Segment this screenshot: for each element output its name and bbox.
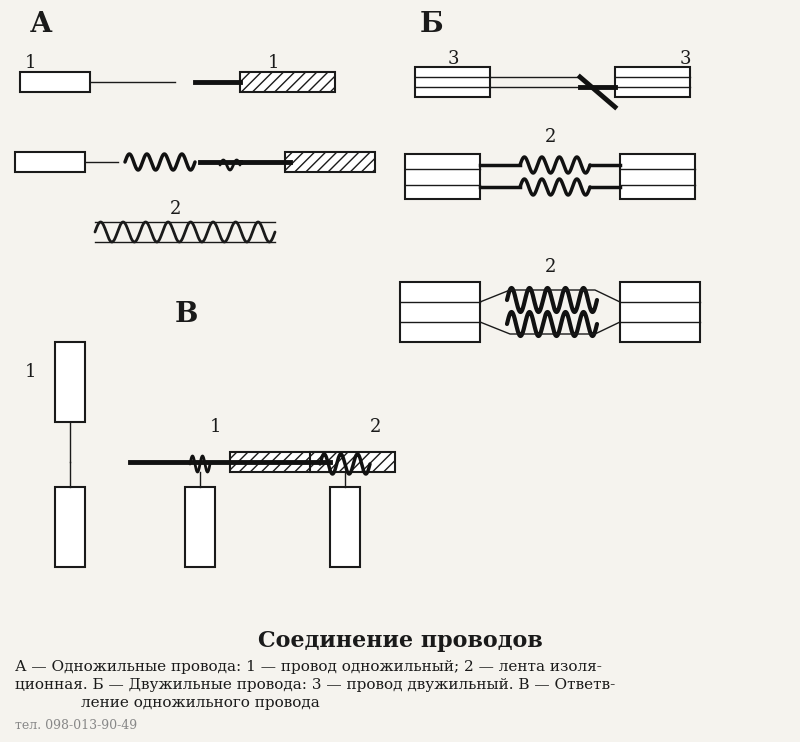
- Bar: [615, 67, 690, 97]
- Text: Соединение проводов: Соединение проводов: [258, 630, 542, 652]
- Text: 2: 2: [370, 418, 382, 436]
- Text: Б: Б: [420, 11, 444, 38]
- Bar: [620, 154, 695, 199]
- Bar: [20, 72, 90, 92]
- Text: В: В: [175, 301, 198, 328]
- Text: тел. 098-013-90-49: тел. 098-013-90-49: [15, 719, 137, 732]
- Bar: [240, 72, 335, 92]
- Text: 1: 1: [25, 54, 37, 72]
- Bar: [310, 452, 395, 472]
- Bar: [55, 342, 85, 422]
- Bar: [620, 282, 700, 342]
- Text: А — Одножильные провода: 1 — провод одножильный; 2 — лента изоля-: А — Одножильные провода: 1 — провод одно…: [15, 660, 602, 674]
- Bar: [330, 487, 360, 567]
- Text: 1: 1: [210, 418, 222, 436]
- Text: ционная. Б — Двужильные провода: 3 — провод двужильный. В — Ответв-: ционная. Б — Двужильные провода: 3 — про…: [15, 678, 615, 692]
- Text: 1: 1: [268, 54, 279, 72]
- Bar: [405, 154, 480, 199]
- Text: 1: 1: [25, 363, 37, 381]
- Text: 3: 3: [448, 50, 459, 68]
- Bar: [55, 487, 85, 567]
- Bar: [185, 487, 215, 567]
- Text: 2: 2: [545, 258, 556, 276]
- Text: 2: 2: [545, 128, 556, 146]
- Text: 3: 3: [680, 50, 691, 68]
- Bar: [230, 452, 330, 472]
- Text: А: А: [30, 11, 53, 38]
- Bar: [400, 282, 480, 342]
- Text: 2: 2: [170, 200, 182, 218]
- Bar: [285, 152, 375, 172]
- Text: ление одножильного провода: ление одножильного провода: [81, 696, 319, 710]
- Bar: [15, 152, 85, 172]
- Bar: [415, 67, 490, 97]
